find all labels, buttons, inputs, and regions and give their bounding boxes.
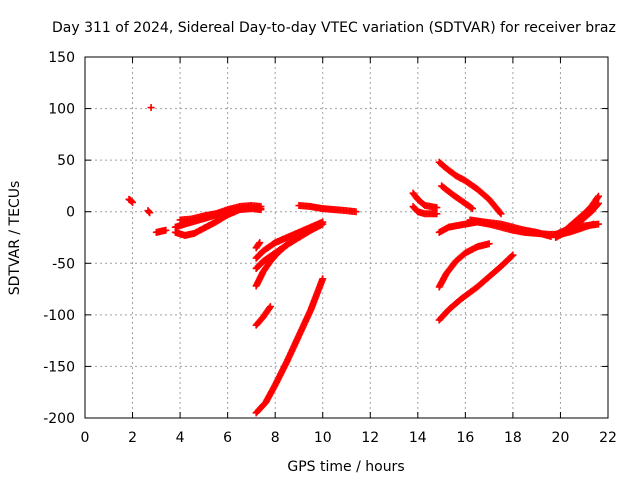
- data-point: [497, 210, 505, 218]
- data-point: [468, 205, 476, 213]
- series-arc-12: [252, 303, 274, 329]
- y-tick-label: 0: [66, 205, 75, 221]
- y-axis-title: SDTVAR / TECUs: [7, 181, 23, 296]
- data-point: [467, 204, 475, 212]
- series-arc-01: [125, 195, 137, 206]
- series-arc-11: [252, 239, 264, 252]
- data-point: [496, 209, 504, 217]
- series-arc-07: [176, 202, 265, 224]
- x-tick-label: 16: [456, 430, 474, 446]
- data-point: [256, 239, 264, 247]
- x-axis-title: GPS time / hours: [287, 459, 404, 475]
- data-point: [433, 204, 441, 212]
- data-point: [508, 252, 516, 260]
- x-tick-label: 12: [361, 430, 379, 446]
- series-arc-17: [435, 158, 505, 218]
- grid: [85, 57, 608, 418]
- data-layer: [125, 104, 602, 417]
- y-tick-label: -200: [43, 411, 75, 427]
- series-arc-03: [147, 104, 155, 112]
- chart-title: Day 311 of 2024, Sidereal Day-to-day VTE…: [52, 20, 616, 36]
- series-arc-02: [144, 207, 154, 217]
- data-point: [433, 210, 441, 218]
- tick-layer: 0 2 4 6 8 10 12 14 16 18 20 22 150 100 50 0 -50 -100 -150 -…: [43, 50, 617, 446]
- data-point: [255, 240, 263, 248]
- series-arc-22: [435, 251, 517, 324]
- y-tick-label: -50: [52, 256, 75, 272]
- data-point: [128, 197, 136, 205]
- data-point: [594, 194, 602, 202]
- x-tick-label: 22: [599, 430, 617, 446]
- x-tick-label: 8: [271, 430, 280, 446]
- y-tick-label: 150: [48, 50, 75, 66]
- data-point: [146, 209, 154, 217]
- data-point: [547, 232, 555, 240]
- x-tick-label: 18: [504, 430, 522, 446]
- data-point: [319, 220, 327, 228]
- x-tick-label: 4: [176, 430, 185, 446]
- plot-frame: [84, 56, 609, 419]
- series-arc-25: [568, 220, 602, 232]
- data-point: [162, 226, 170, 234]
- x-tick-label: 2: [128, 430, 137, 446]
- data-point: [266, 304, 274, 312]
- series-arc-10: [252, 241, 291, 290]
- data-point: [594, 199, 602, 207]
- data-point: [282, 242, 290, 250]
- x-tick-label: 10: [314, 430, 332, 446]
- series-arc-15: [409, 189, 441, 212]
- series-arc-16: [409, 203, 441, 218]
- x-tick-label: 6: [223, 430, 232, 446]
- series-arc-21: [435, 240, 493, 291]
- data-point: [147, 104, 155, 112]
- data-point: [319, 275, 327, 283]
- data-point: [485, 240, 493, 248]
- series-arc-20: [466, 216, 555, 240]
- y-tick-label: 50: [57, 153, 75, 169]
- y-tick-label: -150: [43, 359, 75, 375]
- series-arc-13: [252, 275, 327, 417]
- data-point: [266, 303, 274, 311]
- data-point: [129, 198, 137, 206]
- x-tick-label: 20: [552, 430, 570, 446]
- series-arc-18: [438, 182, 476, 213]
- data-point: [594, 220, 602, 228]
- y-tick-label: -100: [43, 308, 75, 324]
- data-point: [509, 251, 517, 259]
- data-point: [352, 208, 360, 216]
- y-tick-label: 100: [48, 102, 75, 118]
- x-tick-label: 0: [81, 430, 90, 446]
- data-point: [257, 203, 265, 211]
- data-point: [593, 201, 601, 209]
- series-arc-04: [152, 226, 170, 236]
- x-tick-label: 14: [409, 430, 427, 446]
- data-point: [283, 241, 291, 249]
- data-point: [145, 208, 153, 216]
- series-arc-14: [295, 202, 360, 216]
- data-point: [594, 192, 602, 200]
